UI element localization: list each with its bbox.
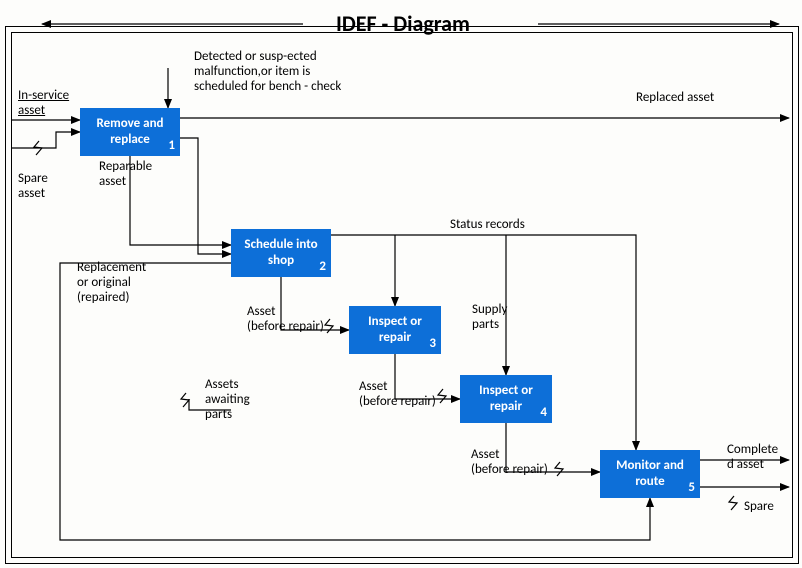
box-b2: Schedule into shop2 xyxy=(231,229,331,277)
box-b1: Remove and replace 1 xyxy=(80,108,180,156)
box-label: Schedule into shop xyxy=(244,237,317,268)
label-t_reparable: Reparable asset xyxy=(99,160,152,190)
label-t_inservice: In-service asset xyxy=(18,89,69,119)
label-t_spare_asset: Spare asset xyxy=(18,172,48,202)
box-b5: Monitor and route5 xyxy=(600,450,700,498)
label-t_supply: Supply parts xyxy=(472,303,507,333)
label-t_status: Status records xyxy=(450,218,525,233)
box-number: 3 xyxy=(429,336,436,352)
label-t_asset_b4: Asset (before repair) xyxy=(471,448,548,478)
box-label: Remove and replace xyxy=(96,116,163,147)
box-number: 1 xyxy=(168,138,175,154)
label-t_completed: Complete d asset xyxy=(727,443,778,473)
label-t_replacement: Replacement or original (repaired) xyxy=(77,261,146,306)
label-t_asset_b2: Asset (before repair) xyxy=(247,305,324,335)
idef-diagram: { "diagram": { "type": "flowchart", "tit… xyxy=(0,0,802,568)
label-t_spare_out: Spare xyxy=(744,500,774,515)
box-label: Inspect or repair xyxy=(479,383,533,414)
box-label: Monitor and route xyxy=(616,458,684,489)
label-t_top_input: Detected or susp-ected malfunction,or it… xyxy=(194,50,341,95)
box-number: 4 xyxy=(540,405,547,421)
label-t_asset_b3: Asset (before repair) xyxy=(359,380,436,410)
label-t_assets_await: Assets awaiting parts xyxy=(205,378,250,423)
box-number: 5 xyxy=(688,480,695,496)
box-number: 2 xyxy=(319,259,326,275)
label-t_replaced: Replaced asset xyxy=(636,91,714,106)
box-b3: Inspect or repair 3 xyxy=(349,306,441,354)
page-title: IDEF - Diagram xyxy=(336,10,470,37)
box-label: Inspect or repair xyxy=(368,314,422,345)
box-b4: Inspect or repair 4 xyxy=(460,375,552,423)
